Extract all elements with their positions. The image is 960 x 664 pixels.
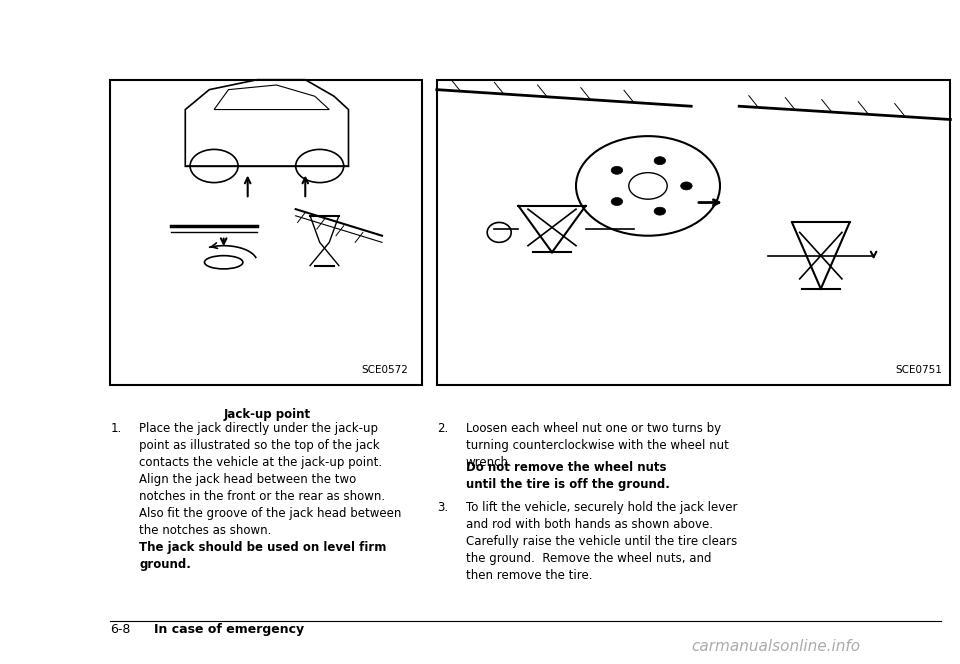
Circle shape (612, 198, 623, 206)
Text: 1.: 1. (110, 422, 122, 435)
Text: 2.: 2. (437, 422, 448, 435)
Text: Place the jack directly under the jack-up
point as illustrated so the top of the: Place the jack directly under the jack-u… (139, 422, 401, 537)
Circle shape (681, 182, 692, 190)
Circle shape (654, 207, 665, 215)
Text: 6-8: 6-8 (110, 623, 131, 636)
Text: Do not remove the wheel nuts
until the tire is off the ground.: Do not remove the wheel nuts until the t… (466, 461, 669, 491)
Text: SCE0751: SCE0751 (896, 365, 943, 375)
FancyBboxPatch shape (437, 80, 950, 385)
Text: Jack-up point: Jack-up point (224, 408, 310, 422)
Text: 3.: 3. (437, 501, 448, 515)
Text: SCE0572: SCE0572 (361, 365, 408, 375)
Text: To lift the vehicle, securely hold the jack lever
and rod with both hands as sho: To lift the vehicle, securely hold the j… (466, 501, 737, 582)
Text: The jack should be used on level firm
ground.: The jack should be used on level firm gr… (139, 541, 387, 571)
Text: Loosen each wheel nut one or two turns by
turning counterclockwise with the whee: Loosen each wheel nut one or two turns b… (466, 422, 729, 469)
Text: carmanualsonline.info: carmanualsonline.info (691, 639, 860, 654)
Circle shape (612, 166, 623, 174)
FancyBboxPatch shape (110, 80, 422, 385)
Text: In case of emergency: In case of emergency (154, 623, 303, 636)
Circle shape (654, 157, 665, 165)
